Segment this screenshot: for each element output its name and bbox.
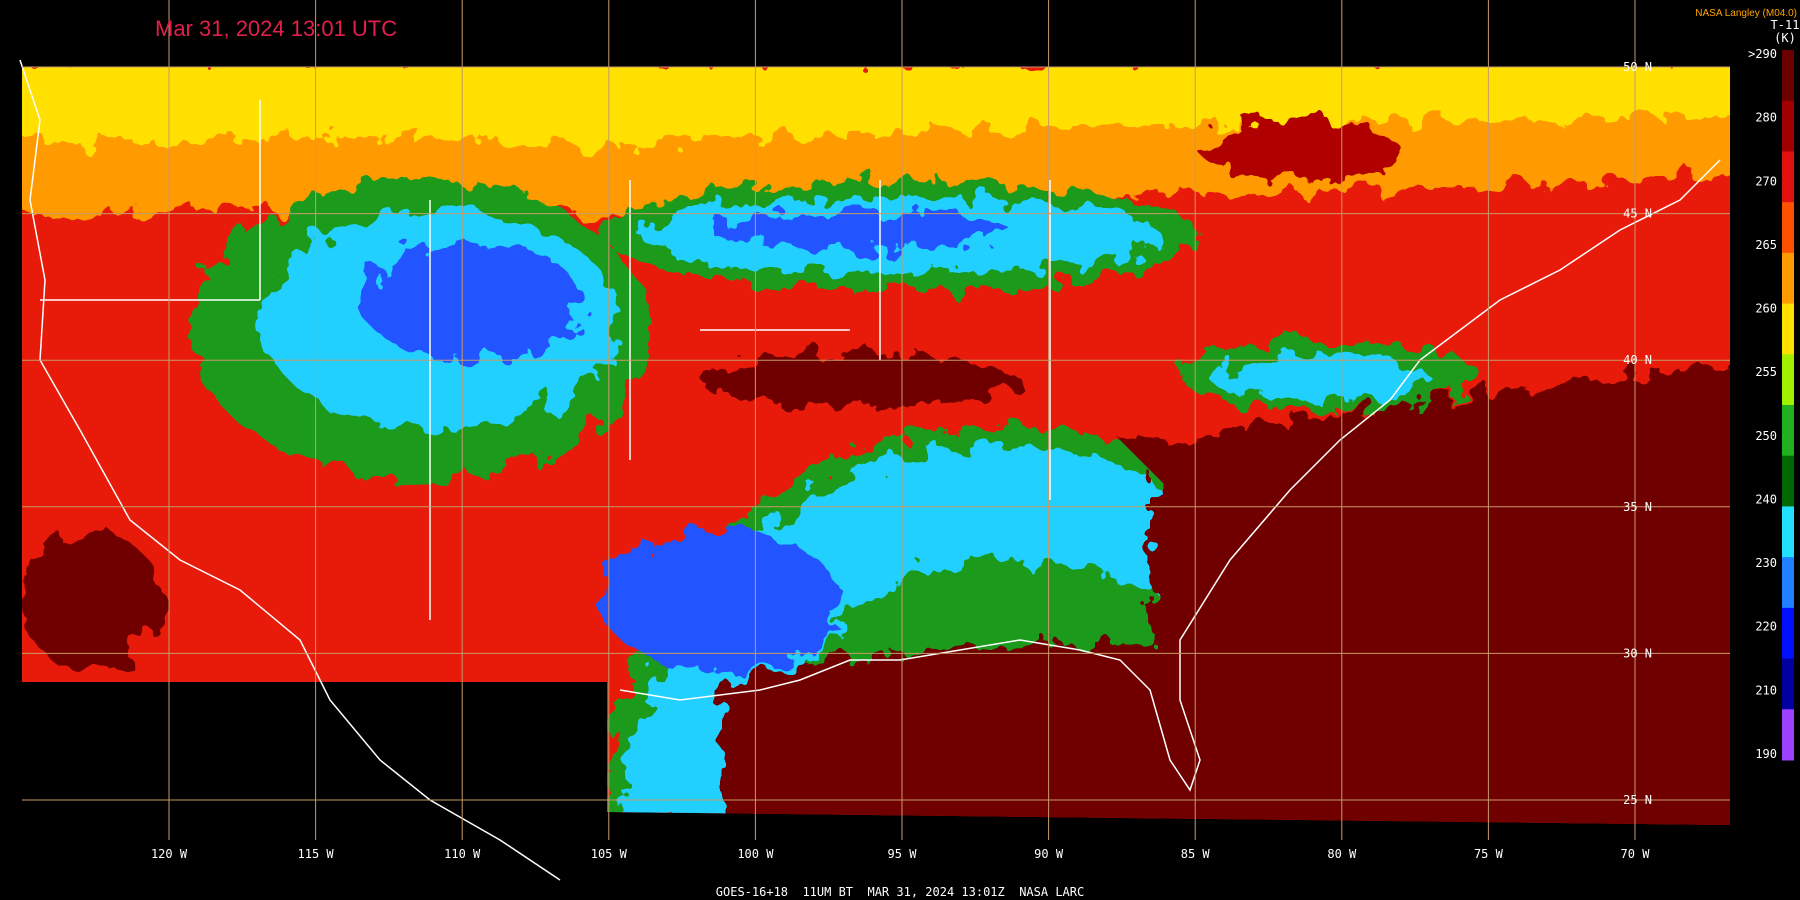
colorbar-label: >290 [1748, 47, 1777, 61]
latitude-label: 50 N [1623, 60, 1652, 74]
colorbar-unit: (K) [1774, 31, 1796, 45]
colorbar-swatch [1782, 607, 1794, 660]
colorbar-label: 280 [1755, 111, 1777, 125]
longitude-label: 115 W [298, 847, 335, 861]
colorbar-swatch [1782, 100, 1794, 152]
colorbar-label: 255 [1755, 365, 1777, 379]
longitude-label: 70 W [1621, 847, 1651, 861]
colorbar-swatch [1782, 405, 1794, 457]
latitude-label: 30 N [1623, 646, 1652, 660]
colorbar-swatch [1782, 658, 1794, 710]
longitude-label: 80 W [1327, 847, 1357, 861]
colorbar-label: 230 [1755, 556, 1777, 570]
colorbar-label: 220 [1755, 620, 1777, 634]
colorbar-label: 250 [1755, 429, 1777, 443]
coastlines [19, 59, 1721, 881]
latitude-label: 40 N [1623, 353, 1652, 367]
longitude-label: 85 W [1181, 847, 1211, 861]
latitude-label: 25 N [1623, 793, 1652, 807]
longitude-label: 105 W [591, 847, 628, 861]
colorbar-swatch [1782, 50, 1794, 102]
longitude-label: 100 W [737, 847, 774, 861]
colorbar-swatch [1782, 506, 1794, 558]
colorbar-title: T-11 [1771, 18, 1800, 32]
colorbar-swatch [1782, 151, 1794, 203]
colorbar-swatch [1782, 202, 1794, 254]
credit: NASA Langley (M04.0) [1695, 8, 1797, 19]
graticule: 120 W 115 W 110 W 105 W 100 W 95 W 90 W 85 W 80 … [22, 0, 1730, 861]
longitude-label: 110 W [444, 847, 481, 861]
colorbar-swatch [1782, 557, 1794, 609]
timestamp-title: Mar 31, 2024 13:01 UTC [155, 16, 397, 41]
latitude-label: 35 N [1623, 500, 1652, 514]
longitude-label: 75 W [1474, 847, 1504, 861]
footer: GOES-16+18 11UM BT MAR 31, 2024 13:01Z N… [716, 885, 1084, 899]
colorbar: >290 280 270 265 260 255 250 240 230 220 210 190 [1748, 47, 1794, 761]
latitude-label: 45 N [1623, 207, 1652, 221]
colorbar-swatch [1782, 709, 1794, 761]
colorbar-swatch [1782, 252, 1794, 305]
colorbar-label: 240 [1755, 492, 1777, 506]
longitude-label: 120 W [151, 847, 188, 861]
colorbar-label: 270 [1755, 174, 1777, 188]
colorbar-label: 210 [1755, 683, 1777, 697]
longitude-label: 95 W [888, 847, 918, 861]
longitude-label: 90 W [1034, 847, 1064, 861]
colorbar-swatch [1782, 354, 1794, 406]
colorbar-label: 190 [1755, 747, 1777, 761]
colorbar-swatch [1782, 303, 1794, 355]
colorbar-label: 260 [1755, 302, 1777, 316]
colorbar-swatch [1782, 455, 1794, 507]
colorbar-label: 265 [1755, 238, 1777, 252]
